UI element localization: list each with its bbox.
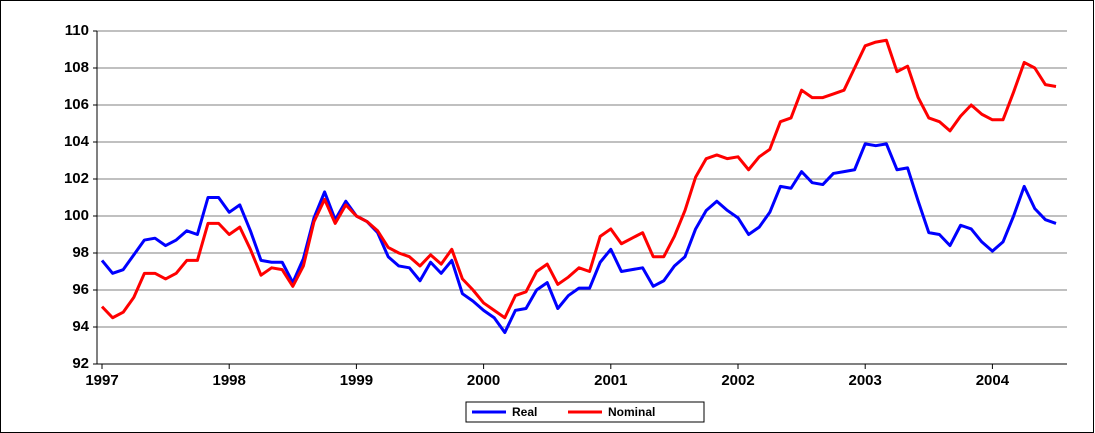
x-tick-label: 2004 [976, 372, 1010, 389]
legend-label: Nominal [608, 405, 655, 419]
y-tick-label: 94 [72, 318, 89, 335]
legend-label: Real [512, 405, 537, 419]
y-tick-label: 104 [64, 133, 90, 150]
x-tick-label: 1999 [340, 372, 373, 389]
x-tick-label: 2001 [594, 372, 627, 389]
x-tick-label: 1998 [213, 372, 246, 389]
data-line [100, 142, 1057, 335]
y-tick-label: 110 [65, 22, 89, 39]
x-tick-label: 2003 [849, 372, 882, 389]
y-tick-label: 106 [64, 96, 89, 113]
x-tick-label: 1997 [85, 372, 118, 389]
x-tick-label: 2002 [721, 372, 754, 389]
data-line [100, 38, 1057, 320]
y-tick-label: 96 [72, 281, 89, 298]
x-tick-label: 2000 [467, 372, 500, 389]
y-tick-label: 92 [72, 355, 89, 372]
y-tick-label: 102 [64, 170, 89, 187]
y-tick-label: 108 [64, 59, 89, 76]
y-tick-label: 98 [72, 244, 89, 261]
y-tick-label: 100 [64, 207, 89, 224]
